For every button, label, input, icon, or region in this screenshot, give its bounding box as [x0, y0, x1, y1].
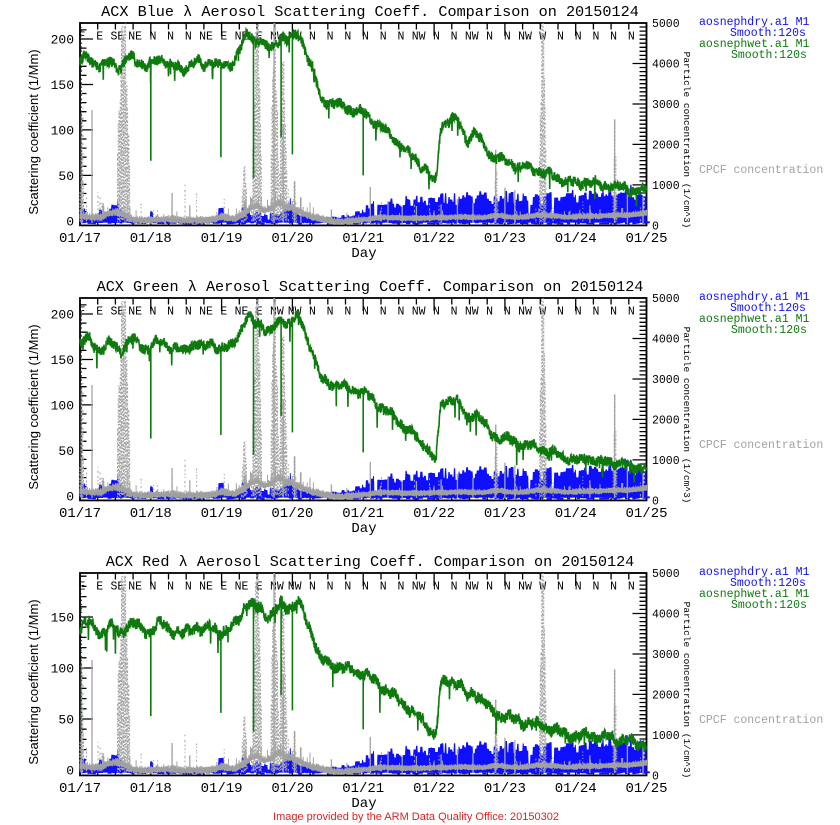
svg-text:0: 0 — [66, 214, 74, 229]
svg-text:Smooth:120s: Smooth:120s — [731, 324, 807, 337]
svg-text:Smooth:120s: Smooth:120s — [731, 599, 807, 612]
svg-text:aosnephwet.a1 M1: aosnephwet.a1 M1 — [699, 588, 810, 601]
svg-text:0: 0 — [66, 489, 74, 504]
svg-text:0: 0 — [66, 764, 74, 779]
svg-text:aosnephdry.a1 M1: aosnephdry.a1 M1 — [699, 566, 810, 579]
svg-text:ACX Blue λ Aerosol Scattering: ACX Blue λ Aerosol Scattering Coeff. Com… — [101, 3, 639, 21]
svg-text:Scattering coefficient (1/Mm): Scattering coefficient (1/Mm) — [26, 599, 41, 764]
svg-text:100: 100 — [51, 662, 74, 677]
svg-text:aosnephdry.a1 M1: aosnephdry.a1 M1 — [699, 16, 810, 29]
svg-text:Image provided by the ARM Data: Image provided by the ARM Data Quality O… — [273, 811, 559, 823]
svg-text:Scattering coefficient (1/Mm): Scattering coefficient (1/Mm) — [26, 324, 41, 489]
svg-text:150: 150 — [51, 611, 74, 626]
svg-text:50: 50 — [58, 713, 74, 728]
svg-text:150: 150 — [51, 353, 74, 368]
svg-text:100: 100 — [51, 398, 74, 413]
svg-text:50: 50 — [58, 169, 74, 184]
svg-text:ACX Red λ Aerosol Scattering C: ACX Red λ Aerosol Scattering Coeff. Comp… — [106, 553, 635, 571]
svg-text:aosnephwet.a1 M1: aosnephwet.a1 M1 — [699, 313, 810, 326]
svg-text:150: 150 — [51, 78, 74, 93]
svg-text:CPCF concentration: CPCF concentration — [699, 714, 823, 727]
svg-text:100: 100 — [51, 123, 74, 138]
svg-text:Smooth:120s: Smooth:120s — [731, 49, 807, 62]
svg-text:Smooth:120s: Smooth:120s — [730, 27, 806, 40]
svg-text:Smooth:120s: Smooth:120s — [730, 577, 806, 590]
svg-text:CPCF concentration: CPCF concentration — [699, 439, 823, 452]
svg-text:ACX Green λ Aerosol Scattering: ACX Green λ Aerosol Scattering Coeff. Co… — [97, 278, 644, 296]
svg-text:200: 200 — [51, 33, 74, 48]
svg-text:aosnephwet.a1 M1: aosnephwet.a1 M1 — [699, 38, 810, 51]
svg-text:200: 200 — [51, 308, 74, 323]
svg-text:Scattering coefficient (1/Mm): Scattering coefficient (1/Mm) — [26, 49, 41, 214]
svg-text:50: 50 — [58, 444, 74, 459]
svg-text:aosnephdry.a1 M1: aosnephdry.a1 M1 — [699, 291, 810, 304]
svg-text:Smooth:120s: Smooth:120s — [730, 302, 806, 315]
svg-text:CPCF concentration: CPCF concentration — [699, 164, 823, 177]
